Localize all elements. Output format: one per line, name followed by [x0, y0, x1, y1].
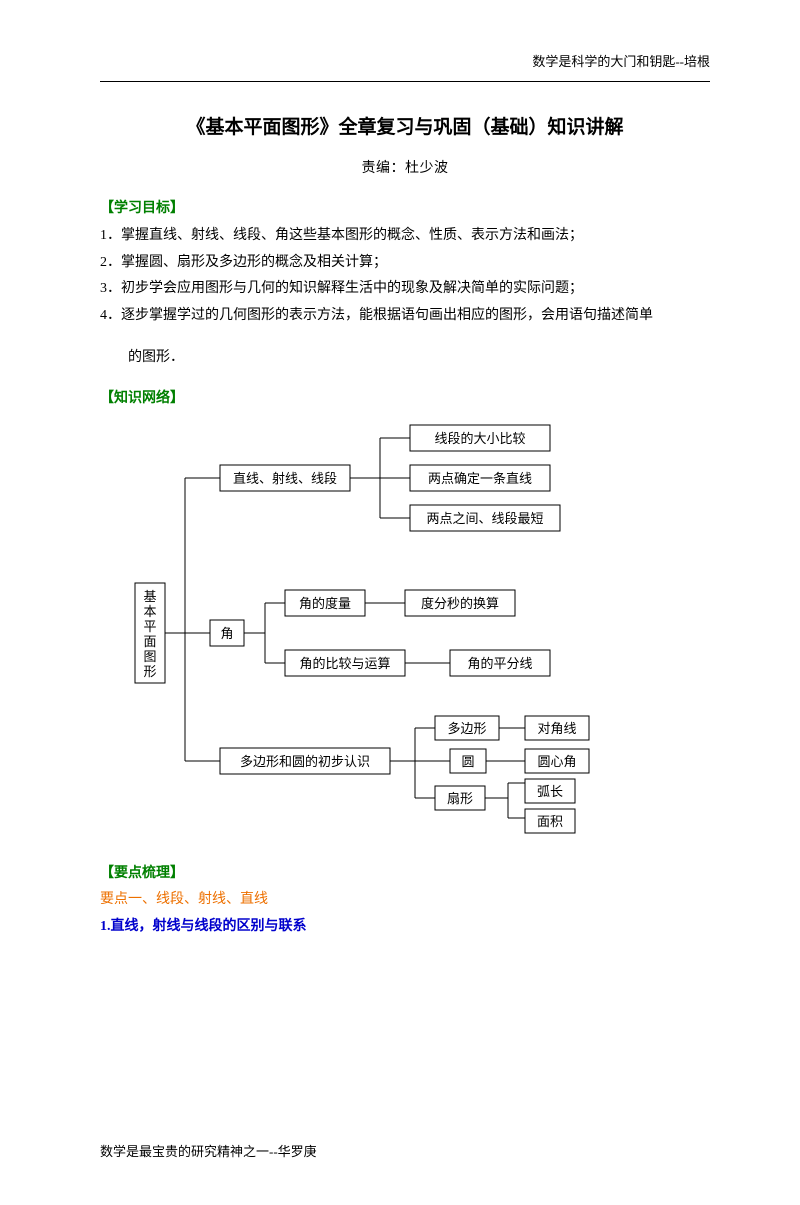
node-b3b: 圆	[461, 754, 474, 769]
node-b3c1: 弧长	[537, 784, 563, 799]
node-b3a1: 对角线	[537, 721, 576, 736]
objectives-heading: 【学习目标】	[100, 196, 710, 223]
objective-4-cont: 的图形．	[128, 345, 710, 372]
key-points-heading: 【要点梳理】	[100, 861, 710, 888]
node-b1a: 线段的大小比较	[434, 431, 525, 446]
node-b1b: 两点确定一条直线	[428, 471, 532, 486]
editor: 责编：杜少波	[100, 156, 710, 183]
objective-4: 4．逐步掌握学过的几何图形的表示方法，能根据语句画出相应的图形，会用语句描述简单	[100, 303, 710, 330]
node-b2a: 角的度量	[299, 596, 351, 611]
knowledge-heading: 【知识网络】	[100, 386, 710, 413]
node-b3a: 多边形	[447, 721, 486, 736]
node-b3b1: 圆心角	[537, 754, 576, 769]
node-b2: 角	[220, 626, 233, 641]
knowledge-diagram: 基本平面图形 直线、射线、线段 线段的大小比较 两点确定一条直线 两点之间、线段…	[130, 423, 710, 843]
node-b2b1: 角的平分线	[467, 656, 532, 671]
node-b2b: 角的比较与运算	[299, 656, 390, 671]
node-b3c2: 面积	[537, 814, 563, 829]
node-root: 基本平面图形	[143, 589, 156, 679]
node-b2a1: 度分秒的换算	[421, 596, 499, 611]
node-b1: 直线、射线、线段	[233, 471, 337, 486]
key-point-1-sub: 1.直线，射线与线段的区别与联系	[100, 914, 710, 941]
node-b3c: 扇形	[447, 791, 473, 806]
objective-1: 1．掌握直线、射线、线段、角这些基本图形的概念、性质、表示方法和画法；	[100, 223, 710, 250]
header-rule	[100, 81, 710, 82]
objective-3: 3．初步学会应用图形与几何的知识解释生活中的现象及解决简单的实际问题；	[100, 276, 710, 303]
page-title: 《基本平面图形》全章复习与巩固（基础）知识讲解	[100, 110, 710, 146]
objective-2: 2．掌握圆、扇形及多边形的概念及相关计算；	[100, 250, 710, 277]
key-point-1-title: 要点一、线段、射线、直线	[100, 887, 710, 914]
node-b1c: 两点之间、线段最短	[426, 511, 543, 526]
node-b3: 多边形和圆的初步认识	[240, 754, 370, 769]
footer-quote: 数学是最宝贵的研究精神之一--华罗庚	[100, 1140, 710, 1165]
header-quote: 数学是科学的大门和钥匙--培根	[100, 50, 710, 75]
